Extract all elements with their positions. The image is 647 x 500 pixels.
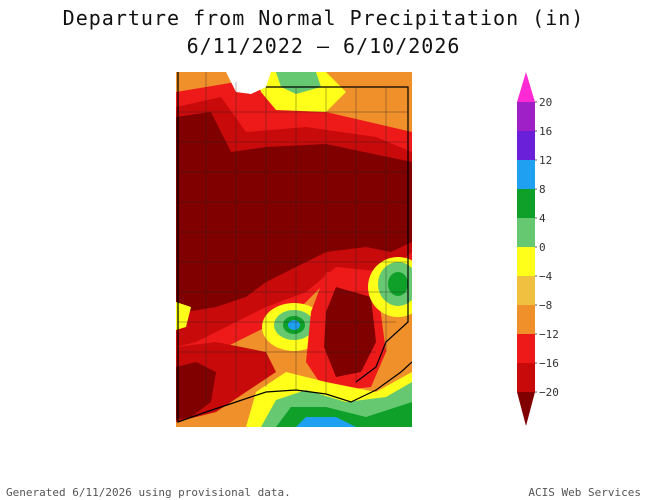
legend-label-16: 16 <box>539 125 553 138</box>
legend-under-m20 <box>517 392 535 426</box>
color-legend <box>517 72 537 426</box>
legend-m8-m4 <box>517 276 535 305</box>
wet-center <box>288 320 300 330</box>
legend-label-12: 12 <box>539 154 553 167</box>
legend-label-8: 8 <box>539 183 546 196</box>
legend-0-4 <box>517 218 535 247</box>
east-dry-core <box>324 287 376 377</box>
legend-label-m12: −12 <box>539 328 559 341</box>
generated-note: Generated 6/11/2026 using provisional da… <box>6 486 291 499</box>
legend-16-20 <box>517 102 535 131</box>
legend-label-m8: −8 <box>539 299 553 312</box>
legend-over20 <box>517 72 535 102</box>
south-blue <box>296 417 356 427</box>
legend-label-m16: −16 <box>539 357 559 370</box>
legend-label-0: 0 <box>539 241 546 254</box>
map-title: Departure from Normal Precipitation (in) <box>62 6 585 30</box>
date-range: 6/11/2022 – 6/10/2026 <box>186 34 461 58</box>
legend-label-m4: −4 <box>539 270 553 283</box>
west-yellow-fringe <box>176 302 191 330</box>
legend-4-8 <box>517 189 535 218</box>
legend-m20-m16 <box>517 363 535 392</box>
legend-label-20: 20 <box>539 96 553 109</box>
source-credit: ACIS Web Services <box>528 486 641 499</box>
county-lines <box>178 72 408 402</box>
north-green-lobe <box>276 72 321 94</box>
legend-m16-m12 <box>517 334 535 363</box>
state-outline-north <box>266 86 409 383</box>
legend-12-16 <box>517 131 535 160</box>
no-data-gap <box>226 72 271 94</box>
legend-m12-m8 <box>517 305 535 334</box>
legend-8-12 <box>517 160 535 189</box>
legend-label-4: 4 <box>539 212 546 225</box>
legend-m4-0 <box>517 247 535 276</box>
east-wet-dkgreen <box>388 272 408 296</box>
precipitation-map <box>176 72 412 427</box>
legend-label-m20: −20 <box>539 386 559 399</box>
